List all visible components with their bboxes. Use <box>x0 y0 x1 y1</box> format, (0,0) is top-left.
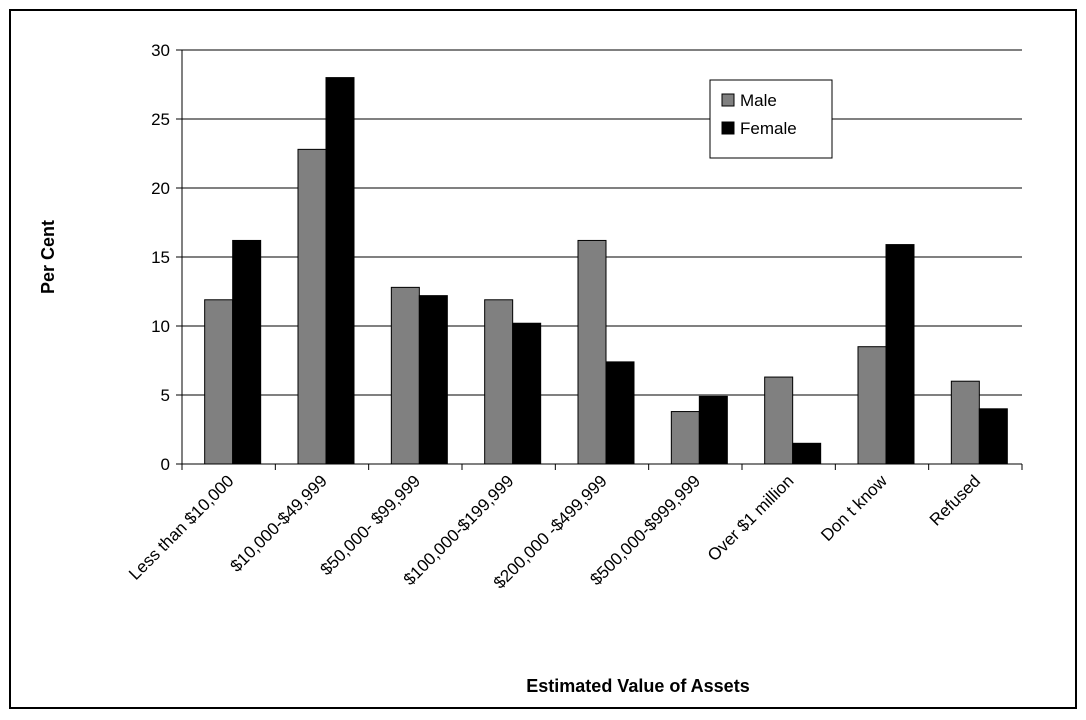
x-axis-title: Estimated Value of Assets <box>526 676 749 696</box>
bar <box>698 395 728 465</box>
bar <box>978 408 1008 465</box>
bar <box>297 148 327 465</box>
bar <box>325 77 355 465</box>
bar <box>484 299 514 465</box>
bar <box>764 376 794 465</box>
bar <box>512 322 542 465</box>
bar <box>390 286 420 465</box>
bar <box>670 411 700 465</box>
bar <box>885 244 915 465</box>
bar <box>857 346 887 465</box>
legend-label: Female <box>740 119 797 138</box>
bar <box>418 295 448 465</box>
bar <box>577 239 607 465</box>
y-tick-label: 30 <box>151 41 170 60</box>
legend-label: Male <box>740 91 777 110</box>
bar <box>204 299 234 465</box>
legend-swatch <box>721 93 735 107</box>
bar <box>232 239 262 465</box>
y-tick-label: 0 <box>161 455 170 474</box>
bar <box>792 442 822 465</box>
y-tick-label: 15 <box>151 248 170 267</box>
bar <box>605 361 635 465</box>
legend-box <box>709 79 833 159</box>
bar <box>950 380 980 465</box>
y-tick-label: 5 <box>161 386 170 405</box>
legend-swatch <box>721 121 735 135</box>
y-tick-label: 10 <box>151 317 170 336</box>
y-tick-label: 25 <box>151 110 170 129</box>
y-tick-label: 20 <box>151 179 170 198</box>
y-axis-title: Per Cent <box>38 220 58 294</box>
